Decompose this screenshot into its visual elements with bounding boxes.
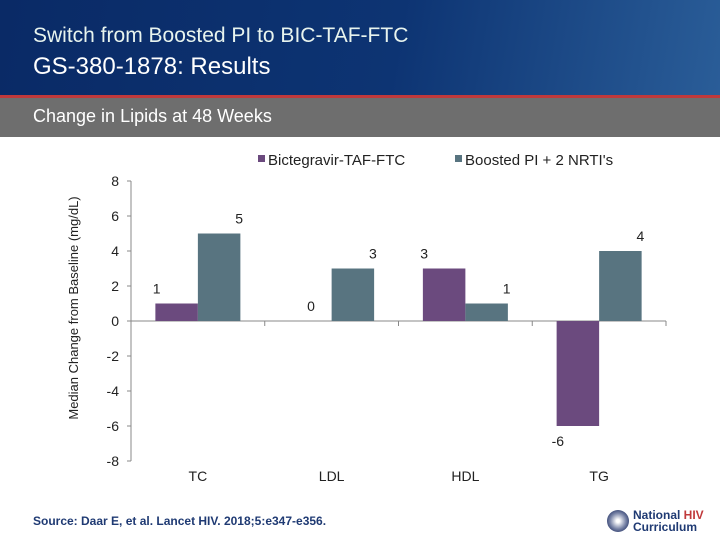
y-tick-label: -8	[107, 453, 120, 469]
slide-subtitle: GS-380-1878: Results	[33, 53, 271, 80]
data-label: 1	[503, 281, 511, 297]
y-tick-label: 2	[111, 278, 119, 294]
section-title: Change in Lipids at 48 Weeks	[33, 106, 272, 126]
bar-tg-series1	[556, 321, 600, 426]
y-axis-title: Median Change from Baseline (mg/dL)	[66, 196, 81, 419]
legend-swatch	[258, 155, 265, 162]
x-tick-label: HDL	[451, 468, 479, 484]
logo-globe-icon	[607, 510, 629, 532]
x-tick-label: TG	[589, 468, 608, 484]
y-tick-label: 0	[111, 313, 119, 329]
legend-label: Boosted PI + 2 NRTI's	[465, 152, 613, 169]
x-tick-label: LDL	[319, 468, 345, 484]
data-label: 3	[369, 246, 377, 262]
slide-title: Switch from Boosted PI to BIC-TAF-FTC	[33, 24, 409, 47]
bar-hdl-series2	[465, 303, 508, 321]
bar-tc-series2	[197, 233, 241, 321]
header-banner	[0, 0, 720, 95]
section-band	[0, 98, 720, 137]
y-tick-label: -4	[107, 383, 120, 399]
y-tick-label: 6	[111, 208, 119, 224]
nhc-logo: National HIV Curriculum	[607, 509, 704, 533]
bar-tc-series1	[155, 303, 198, 321]
bar-ldl-series2	[331, 268, 375, 321]
y-tick-label: 4	[111, 243, 119, 259]
y-tick-label: -6	[107, 418, 120, 434]
y-tick-label: 8	[111, 173, 119, 189]
data-label: 4	[636, 228, 644, 244]
bar-hdl-series1	[422, 268, 466, 321]
legend-swatch	[455, 155, 462, 162]
data-label: 0	[307, 298, 315, 314]
bar-tg-series2	[599, 251, 642, 321]
data-label: 1	[153, 281, 161, 297]
legend-label: Bictegravir-TAF-FTC	[268, 152, 405, 169]
divider	[0, 95, 720, 98]
data-label: 5	[235, 211, 243, 227]
data-label: 3	[420, 246, 428, 262]
source-citation: Source: Daar E, et al. Lancet HIV. 2018;…	[33, 514, 327, 528]
x-tick-label: TC	[189, 468, 208, 484]
y-tick-label: -2	[107, 348, 120, 364]
data-label: -6	[552, 433, 565, 449]
